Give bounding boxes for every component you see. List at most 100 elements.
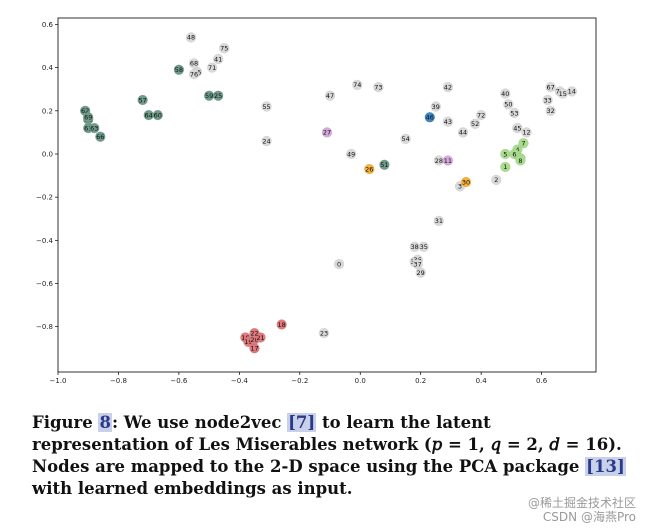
scatter-plot: −1.0 −0.8 −0.6 −0.4 −0.2 0.0 0.2 0.4 0.6 0.60.40… <box>36 17 597 385</box>
node-label: 67 <box>547 83 555 91</box>
node-label: 15 <box>559 90 567 98</box>
node-label: 60 <box>154 111 162 119</box>
node-marker <box>212 90 224 101</box>
node-label: 50 <box>504 101 512 109</box>
node-marker <box>324 90 336 101</box>
node-point: 71 <box>206 62 218 73</box>
node-point: 5 <box>500 148 511 160</box>
node-label: 37 <box>414 260 422 268</box>
node-point: 48 <box>185 32 197 43</box>
node-label: 25 <box>214 92 222 100</box>
node-point: 76 <box>188 68 200 80</box>
y-tick-label: −0.6 <box>36 280 54 288</box>
node-label: 33 <box>543 96 551 104</box>
node-point: 69 <box>82 112 94 123</box>
node-point: 51 <box>379 159 390 171</box>
node-marker <box>457 127 469 138</box>
caption-text-c: with learned embeddings as input. <box>32 479 353 498</box>
node-marker <box>333 258 345 270</box>
node-label: 38 <box>411 243 419 251</box>
node-marker <box>261 101 272 112</box>
node-point: 14 <box>566 86 578 97</box>
node-label: 62 <box>81 107 89 115</box>
node-marker <box>351 79 363 91</box>
node-point: 72 <box>475 109 487 121</box>
node-point: 15 <box>557 88 569 99</box>
node-label: 32 <box>547 107 555 115</box>
node-marker <box>212 53 224 65</box>
node-label: 71 <box>208 64 216 72</box>
node-label: 28 <box>435 157 443 165</box>
y-tick-label: 0.6 <box>42 21 54 29</box>
node-marker <box>509 107 520 119</box>
x-tick-label: −0.4 <box>231 377 249 385</box>
node-point: 24 <box>261 135 272 147</box>
node-label: 23 <box>320 329 328 337</box>
node-marker <box>545 105 556 117</box>
node-marker <box>409 241 420 253</box>
node-marker <box>566 86 578 97</box>
node-label: 43 <box>444 118 452 126</box>
watermark-line-2: CSDN @海燕Pro <box>542 510 636 524</box>
figure-number[interactable]: 8 <box>98 413 112 432</box>
node-label: 1 <box>503 163 507 171</box>
node-point: 27 <box>321 127 333 138</box>
node-label: 40 <box>501 90 509 98</box>
node-point: 37 <box>412 258 423 270</box>
node-point: 46 <box>424 112 436 123</box>
node-label: 76 <box>190 70 198 78</box>
node-label: 24 <box>262 137 270 145</box>
caption-text-a: : We use node2vec <box>111 413 288 432</box>
node-point: 57 <box>137 94 148 106</box>
node-label: 31 <box>435 217 443 225</box>
x-tick-label: −1.0 <box>50 377 67 385</box>
x-tick-label: 0.6 <box>536 377 548 385</box>
node-marker <box>475 109 487 121</box>
node-label: 11 <box>444 157 452 165</box>
plot-frame <box>57 17 597 373</box>
node-marker <box>82 112 94 123</box>
node-label: 0 <box>337 260 341 268</box>
node-point: 44 <box>457 127 469 138</box>
node-point: 52 <box>469 118 481 130</box>
node-marker <box>491 174 502 186</box>
x-axis-ticks: −1.0 −0.8 −0.6 −0.4 −0.2 0.0 0.2 0.4 0.6 <box>50 372 548 385</box>
caption-prefix: Figure <box>32 413 99 432</box>
node-marker <box>185 32 197 43</box>
node-label: 54 <box>401 135 409 143</box>
node-label: 74 <box>353 81 361 89</box>
node-marker <box>318 327 330 339</box>
node-point: 41 <box>212 53 224 65</box>
node-marker <box>469 118 481 130</box>
node-label: 61 <box>84 124 92 132</box>
node-label: 12 <box>522 129 530 137</box>
node-point: 38 <box>409 241 420 253</box>
node-point: 23 <box>318 327 330 339</box>
node-marker <box>364 163 375 175</box>
y-tick-label: 0.4 <box>42 64 54 72</box>
node-point: 43 <box>442 116 454 127</box>
node-marker <box>424 112 436 123</box>
node-point: 12 <box>521 127 532 138</box>
citation-link-7[interactable]: [7] <box>287 413 317 432</box>
node-label: 35 <box>420 243 428 251</box>
node-marker <box>379 159 390 171</box>
watermark-line-1: @稀土掘金技术社区 <box>527 496 636 510</box>
node-point: 54 <box>400 133 411 145</box>
x-tick-label: 0.4 <box>476 377 488 385</box>
node-point: 39 <box>430 101 442 112</box>
node-marker <box>188 68 200 80</box>
node-point: 8 <box>515 155 526 166</box>
node-marker <box>512 122 523 134</box>
node-point: 31 <box>433 215 445 227</box>
node-point: 59 <box>203 90 215 101</box>
node-marker <box>218 42 230 54</box>
node-label: 8 <box>518 157 522 165</box>
citation-link-13[interactable]: [13] <box>585 457 626 476</box>
node-label: 64 <box>145 111 153 119</box>
x-tick-label: −0.6 <box>170 377 188 385</box>
node-label: 26 <box>365 165 373 173</box>
node-label: 2 <box>494 176 498 184</box>
node-marker <box>206 62 218 73</box>
node-marker <box>261 135 272 147</box>
